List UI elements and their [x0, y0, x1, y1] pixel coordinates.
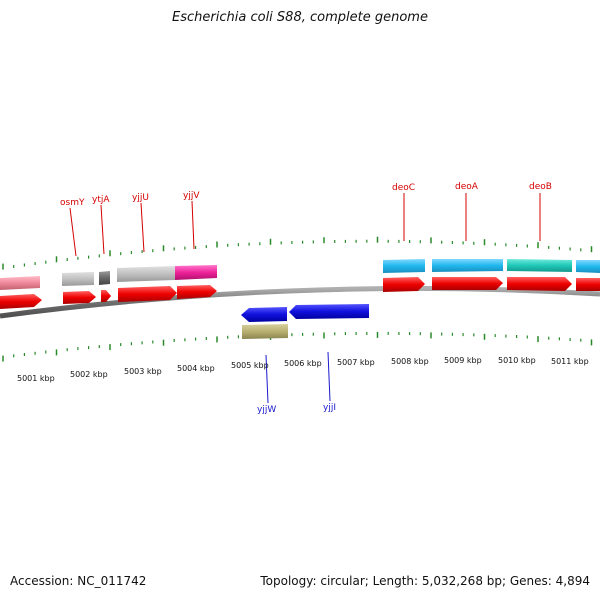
genome-summary-text: Topology: circular; Length: 5,032,268 bp…: [260, 574, 590, 588]
tick-label: 5011 kbp: [551, 357, 589, 366]
gene-box-cyan-next: [576, 260, 600, 273]
tick-label: 5009 kbp: [444, 356, 482, 365]
cds-forward-arrow-osmY: [63, 291, 96, 304]
leader-yjjI: [327, 351, 331, 402]
cds-forward-arrow-next: [576, 278, 600, 291]
gene-label-deoB: deoB: [529, 182, 552, 192]
gene-label-deoC: deoC: [392, 183, 415, 193]
gene-label-deoA: deoA: [455, 182, 479, 192]
gene-box-magenta-yjjV: [175, 265, 217, 280]
gene-label-yjjI: yjjI: [323, 403, 336, 413]
leader-osmY: [69, 207, 77, 257]
gene-label-yjjU: yjjU: [132, 193, 149, 203]
top-gene-labels: osmY ytjA yjjU yjjV deoC deoA deoB: [60, 182, 552, 208]
outer-tick-ring: [2, 236, 593, 270]
gene-box-olive: [242, 324, 288, 339]
leader-yjjW: [265, 354, 269, 404]
gene-box-pink: [0, 276, 40, 290]
gene-box-gray-yjjU: [117, 266, 175, 282]
reverse-cds-row: [241, 304, 369, 339]
cds-forward-arrow-deoA: [432, 277, 503, 290]
gene-box-gray-osmY: [62, 272, 94, 286]
tick-label: 5002 kbp: [70, 370, 108, 379]
tick-label: 5010 kbp: [498, 356, 536, 365]
cds-reverse-arrow-yjjI: [289, 304, 369, 319]
cds-forward-arrow: [0, 294, 42, 309]
tick-label: 5003 kbp: [124, 367, 162, 376]
tick-label: 5007 kbp: [337, 358, 375, 367]
gene-label-ytjA: ytjA: [92, 195, 110, 205]
accession-text: Accession: NC_011742: [10, 574, 147, 588]
bottom-leader-lines: [265, 351, 331, 404]
cds-forward-arrow-ytjA: [101, 290, 111, 302]
bottom-gene-labels: yjjW yjjI: [257, 403, 336, 415]
forward-cds-row: [0, 277, 600, 309]
cds-forward-arrow-deoC: [383, 277, 425, 292]
gene-box-darkgray-ytjA: [99, 271, 110, 285]
cds-forward-arrow-yjjV: [177, 285, 217, 299]
gene-box-teal-deoB: [507, 259, 572, 272]
tick-label: 5001 kbp: [17, 374, 55, 383]
gene-box-cyan-deoA: [432, 259, 503, 272]
leader-ytjA: [100, 204, 105, 255]
gene-feature-row: [0, 259, 600, 290]
gene-label-osmY: osmY: [60, 198, 85, 208]
tick-label: 5006 kbp: [284, 359, 322, 368]
tick-label: 5008 kbp: [391, 357, 429, 366]
tick-label: 5004 kbp: [177, 364, 215, 373]
tick-label: 5005 kbp: [231, 361, 269, 370]
kbp-tick-labels: 5001 kbp 5002 kbp 5003 kbp 5004 kbp 5005…: [17, 356, 589, 383]
gene-label-yjjV: yjjV: [183, 191, 200, 201]
gene-box-cyan-deoC: [383, 259, 425, 273]
map-title: Escherichia coli S88, complete genome: [172, 10, 428, 25]
cds-reverse-arrow-yjjW: [241, 307, 287, 322]
leader-yjjV: [191, 200, 195, 250]
cds-forward-arrow-yjjU: [118, 286, 177, 302]
leader-yjjU: [140, 202, 145, 253]
cds-forward-arrow-deoB: [507, 277, 572, 291]
gene-label-yjjW: yjjW: [257, 405, 276, 415]
top-leader-lines: [69, 193, 541, 257]
